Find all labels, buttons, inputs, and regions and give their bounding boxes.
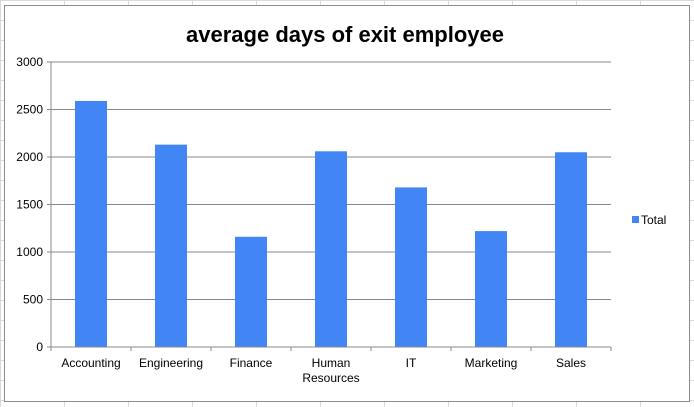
x-tick-label: Human: [312, 356, 351, 370]
x-axis-ticks: Accounting Engineering Finance HumanResourc…: [50, 347, 612, 385]
bar-it: [395, 187, 427, 347]
y-axis-ticks: 0 500 1000 1500 2000 2500 3000: [16, 55, 51, 354]
bar-sales: [555, 152, 587, 347]
chart-frame: average days of exit employee 0 500 1000 15…: [4, 5, 690, 402]
legend-label-total: Total: [641, 213, 666, 227]
chart-title: average days of exit employee: [186, 22, 504, 47]
x-tick-label: IT: [406, 356, 417, 370]
bar-chart: average days of exit employee 0 500 1000 15…: [16, 22, 666, 385]
y-tick-label: 3000: [16, 55, 43, 69]
bar-human-resources: [315, 151, 347, 347]
y-tick-label: 2500: [16, 103, 43, 117]
bar-accounting: [75, 100, 107, 347]
legend: Total: [632, 213, 666, 227]
bar-marketing: [475, 231, 507, 347]
y-tick-label: 0: [36, 340, 43, 354]
y-tick-label: 500: [23, 293, 43, 307]
x-tick-label: Finance: [230, 356, 273, 370]
legend-swatch: [632, 216, 639, 223]
x-tick-label: Engineering: [139, 356, 203, 370]
x-tick-label: Sales: [556, 356, 586, 370]
bar-finance: [235, 236, 267, 347]
x-tick-label: Resources: [302, 371, 359, 385]
y-tick-label: 1500: [16, 198, 43, 212]
y-tick-label: 1000: [16, 245, 43, 259]
bars: [75, 100, 587, 347]
x-tick-label: Accounting: [61, 356, 120, 370]
bar-engineering: [155, 144, 187, 347]
y-tick-label: 2000: [16, 150, 43, 164]
x-tick-label: Marketing: [465, 356, 518, 370]
